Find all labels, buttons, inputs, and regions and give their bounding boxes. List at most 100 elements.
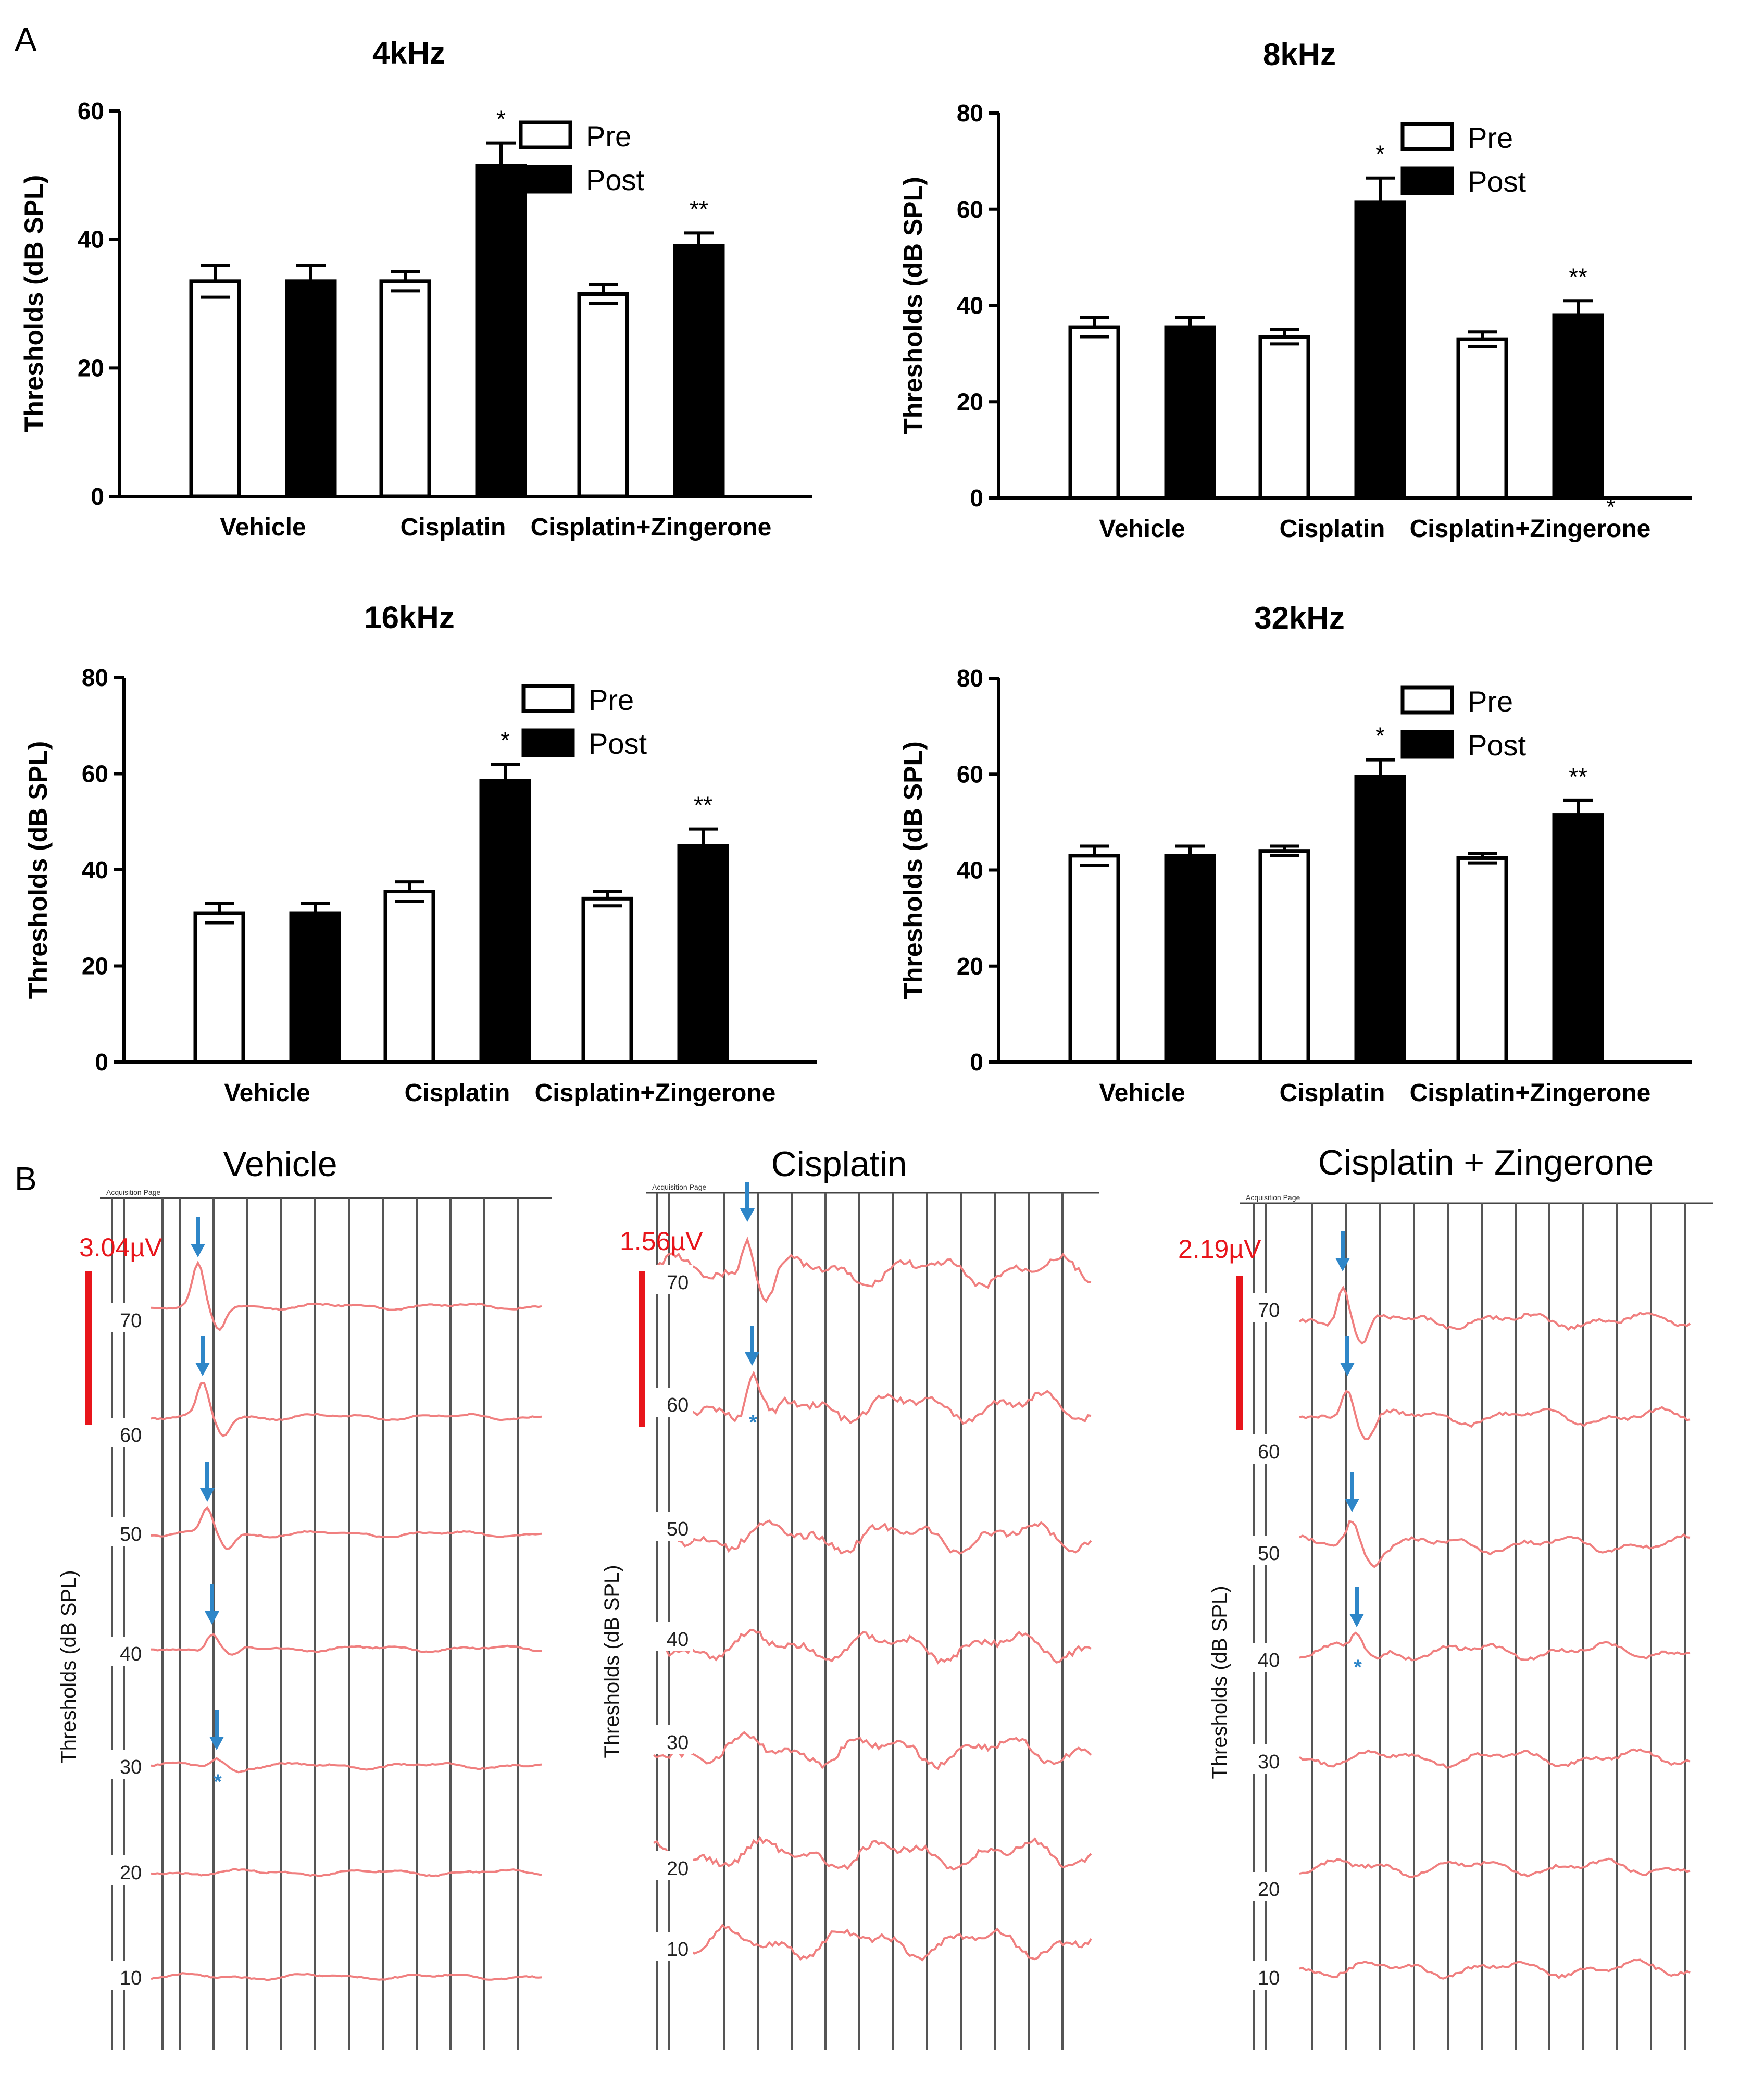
legend-swatch-pre [519, 120, 572, 149]
level-label-bg [1243, 1872, 1284, 1901]
bar-post [285, 279, 337, 498]
bar-post [1552, 313, 1604, 500]
significance-mark: * [1606, 494, 1615, 520]
amplitude-label: 1.56µV [620, 1227, 703, 1256]
level-label: 70 [1258, 1300, 1280, 1321]
legend-label-pre: Pre [1468, 685, 1513, 718]
x-tick-label: Cisplatin+Zingerone [1410, 1079, 1651, 1107]
legend-swatch-pre [521, 684, 575, 713]
level-label-bg [1243, 1961, 1284, 1990]
header-text: Acquisition Page [1246, 1193, 1300, 1202]
chart-title: 8kHz [1263, 37, 1336, 72]
abr-panels: Vehicle Acquisition Page 70 60 50 40 30 * 20 10 3.… [57, 1143, 1713, 2050]
level-label: 60 [1258, 1441, 1280, 1463]
amplitude-label: 2.19µV [1178, 1234, 1261, 1264]
peak-arrow-head [195, 1363, 210, 1376]
y-tick-label: 40 [957, 292, 983, 319]
abr-trace [653, 1370, 1092, 1425]
threshold-mark: * [1354, 1656, 1362, 1679]
chart-title: 32kHz [1254, 601, 1344, 635]
level-label: 60 [667, 1394, 689, 1416]
y-tick-label: 40 [82, 856, 108, 883]
x-tick-label: Cisplatin+Zingerone [1410, 515, 1651, 543]
x-tick-label: Cisplatin [401, 514, 506, 541]
x-tick-label: Cisplatin+Zingerone [535, 1079, 776, 1107]
significance-mark: ** [1569, 263, 1587, 290]
bar-post [289, 911, 341, 1064]
x-tick-label: Vehicle [1099, 515, 1185, 543]
bar-post [1164, 854, 1216, 1064]
bar-post [1164, 325, 1216, 500]
bar-pre [1258, 849, 1310, 1064]
legend-label-pre: Pre [589, 683, 634, 716]
bar-post [475, 164, 527, 498]
abr-trace [653, 1924, 1092, 1962]
level-label: 10 [667, 1939, 689, 1961]
legend-swatch-post [1400, 730, 1454, 759]
bar-pre [1258, 335, 1310, 500]
level-label-bg [1243, 1536, 1284, 1565]
y-tick-label: 20 [957, 953, 983, 980]
level-label: 30 [120, 1756, 142, 1778]
significance-mark: * [1375, 141, 1385, 168]
level-label: 50 [120, 1524, 142, 1545]
abr-trace [151, 1506, 542, 1550]
abr-panel-0: Vehicle Acquisition Page 70 60 50 40 30 * 20 10 3.… [57, 1144, 552, 2050]
significance-mark: ** [1569, 763, 1587, 790]
abr-trace [653, 1628, 1092, 1665]
level-label: 70 [120, 1310, 142, 1332]
level-label: 20 [120, 1862, 142, 1884]
legend-label-post: Post [1468, 729, 1526, 762]
significance-mark: * [501, 727, 510, 754]
y-tick-label: 60 [78, 97, 104, 124]
bar-pre [1456, 337, 1508, 500]
significance-mark: * [496, 106, 506, 133]
bar-post [1354, 775, 1406, 1064]
level-label-bg [105, 1418, 146, 1447]
abr-title: Vehicle [223, 1144, 337, 1184]
level-label: 50 [667, 1518, 689, 1540]
legend-swatch-pre [1400, 685, 1454, 715]
level-label-bg [1243, 1434, 1284, 1464]
level-label-bg [105, 1637, 146, 1666]
abr-trace [1298, 1748, 1691, 1769]
abr-trace [1299, 1958, 1691, 1980]
level-label-bg [652, 1932, 693, 1961]
level-label-bg [105, 1961, 146, 1990]
header-text: Acquisition Page [652, 1183, 707, 1191]
legend-swatch-post [521, 728, 575, 757]
bar-pre [379, 279, 431, 498]
bar-chart-1: 8kHz 0 20 40 60 80 Thresholds (dB SPL) Vehicle C… [898, 37, 1692, 543]
y-axis-label: Thresholds (dB SPL) [19, 175, 48, 432]
y-tick-label: 60 [957, 196, 983, 223]
peak-arrow-head [200, 1488, 215, 1502]
header-text: Acquisition Page [106, 1188, 161, 1196]
bar-post [677, 844, 729, 1064]
chart-title: 16kHz [364, 600, 454, 635]
peak-arrow-head [1340, 1363, 1355, 1376]
level-label: 10 [120, 1967, 142, 1989]
level-label-bg [105, 1303, 146, 1332]
legend-swatch-post [1400, 166, 1454, 195]
abr-title: Cisplatin + Zingerone [1318, 1143, 1654, 1182]
abr-trace [653, 1836, 1092, 1871]
y-tick-label: 60 [957, 760, 983, 788]
bar-pre [193, 911, 245, 1064]
peak-arrow-head [1345, 1499, 1359, 1512]
y-axis-label: Thresholds (dB SPL) [898, 741, 928, 999]
legend-label-post: Post [1468, 165, 1526, 198]
y-tick-label: 0 [970, 484, 983, 511]
abr-y-label: Thresholds (dB SPL) [600, 1565, 623, 1758]
level-label: 40 [667, 1629, 689, 1651]
bar-post [1552, 813, 1604, 1064]
abr-trace [151, 1757, 542, 1774]
y-tick-label: 0 [91, 483, 104, 510]
x-tick-label: Cisplatin+Zingerone [531, 514, 772, 541]
amplitude-label: 3.04µV [79, 1233, 162, 1262]
abr-panel-1: Cisplatin Acquisition Page 70 60 * 50 40 30 20 10… [600, 1144, 1099, 2050]
threshold-mark: * [749, 1411, 757, 1434]
y-tick-label: 40 [78, 226, 104, 253]
abr-trace [1299, 1390, 1691, 1441]
level-label: 40 [120, 1643, 142, 1665]
bar-pre [189, 279, 241, 498]
